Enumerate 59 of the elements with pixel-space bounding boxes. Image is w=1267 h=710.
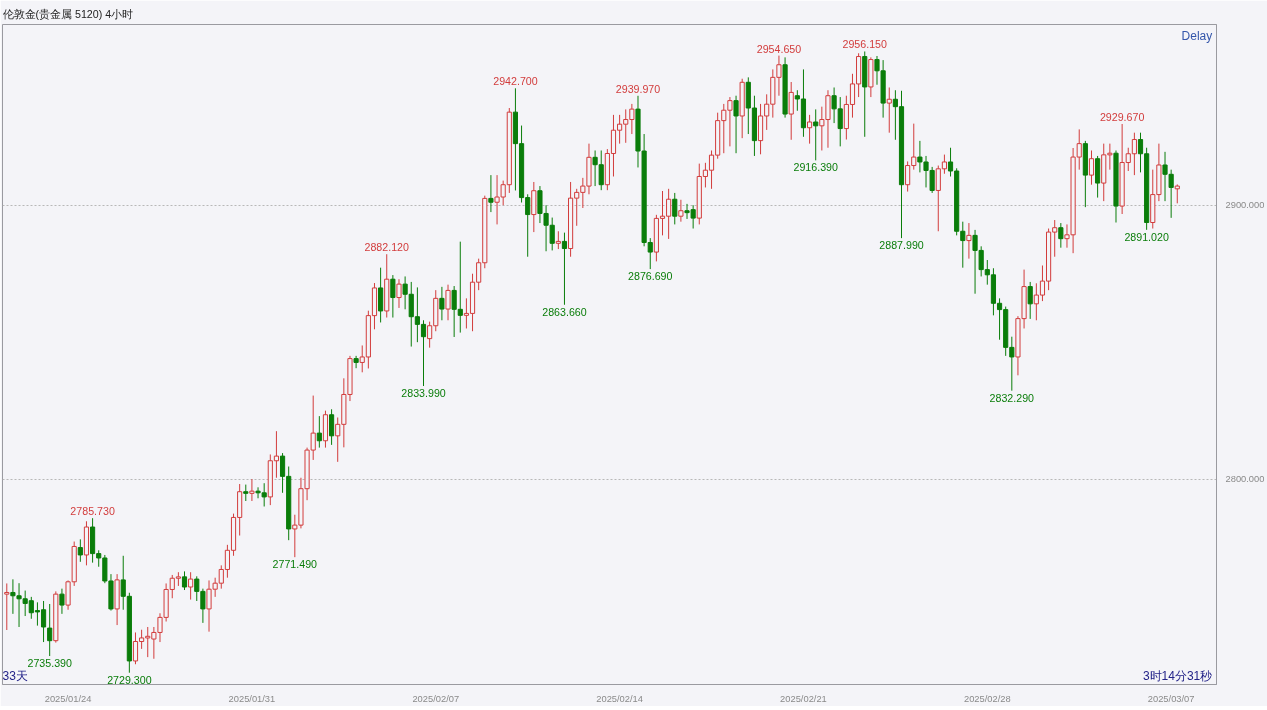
candlestick [390, 274, 396, 319]
candlestick [672, 192, 678, 225]
candlestick [1088, 149, 1095, 186]
annotation: 33天 [2, 668, 28, 683]
annotation: 2939.970 [615, 82, 661, 95]
candlestick [316, 415, 322, 449]
annotation: 2832.290 [989, 391, 1035, 404]
candlestick [1058, 222, 1064, 249]
candlestick [886, 86, 892, 134]
annotation: 2887.990 [879, 239, 924, 252]
annotation: 2929.670 [1099, 110, 1145, 123]
candlestick [678, 199, 684, 223]
x-tick-label: 2025/02/21 [780, 693, 827, 704]
candlestick [353, 355, 359, 369]
annotation: 2735.390 [27, 657, 72, 670]
annotation: 2942.700 [493, 75, 538, 88]
x-tick-label: 2025/01/31 [228, 693, 276, 704]
candlestick [47, 603, 53, 657]
annotation: 2771.490 [272, 558, 318, 571]
x-tick-label: 2025/02/28 [963, 693, 1011, 704]
annotation: 3时14分31秒 [1142, 668, 1213, 683]
candlestick [445, 284, 451, 321]
candlestick [329, 408, 335, 446]
candlestick [1174, 183, 1180, 204]
candlestick [733, 95, 739, 154]
annotation: 2891.020 [1124, 230, 1169, 243]
candlestick [813, 108, 819, 161]
x-tick-label: 2025/02/07 [412, 693, 460, 704]
annotation: 2729.300 [107, 673, 152, 686]
candlestick [561, 232, 568, 306]
annotation: 2833.990 [401, 387, 446, 400]
text: Delay [1181, 28, 1213, 43]
candlestick [77, 538, 83, 563]
candlestick [378, 267, 384, 323]
annotation: 2876.690 [628, 270, 673, 283]
annotation: 2916.390 [793, 161, 839, 174]
x-tick-label: 2025/03/07 [1147, 693, 1195, 704]
candlestick [966, 222, 972, 260]
candlestick [531, 181, 537, 233]
candlestick [488, 174, 494, 213]
candlestick [249, 478, 255, 502]
y-tick-label: 2800.000 [1225, 474, 1265, 485]
candlestick [1027, 281, 1033, 320]
chart-title: 伦敦金(贵金属 5120) 4小时 [2, 7, 134, 20]
x-tick-label: 2025/02/14 [596, 693, 643, 704]
candlestick [439, 286, 445, 321]
annotation: 2956.150 [842, 38, 888, 51]
candlestick [788, 81, 794, 141]
candlestick [396, 278, 402, 309]
annotation: 2882.120 [364, 241, 410, 254]
candlestick [807, 114, 813, 145]
annotation: 2863.660 [542, 305, 587, 318]
candlestick [188, 571, 194, 601]
x-tick-label: 2025/01/24 [44, 693, 92, 704]
y-tick-label: 2900.000 [1225, 200, 1265, 211]
annotation: 2954.650 [756, 42, 802, 55]
annotation: 2785.730 [70, 505, 115, 518]
candlestick [59, 588, 65, 615]
candlestick [181, 570, 188, 591]
